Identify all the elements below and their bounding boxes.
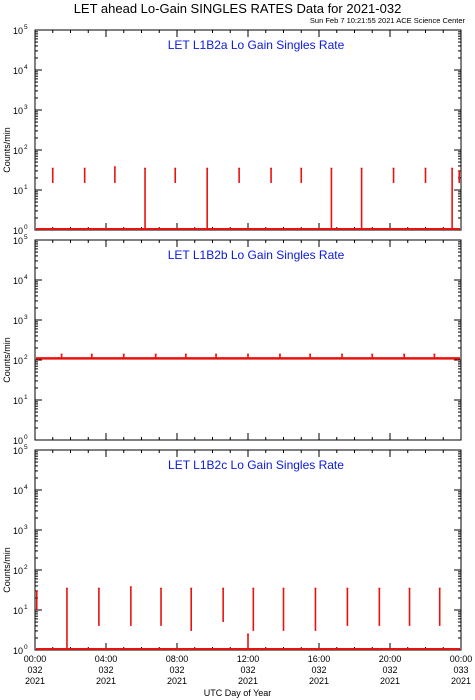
y-tick-label: 10 bbox=[13, 26, 23, 36]
x-tick-time: 00:00 bbox=[450, 654, 473, 664]
y-tick-exponent: 0 bbox=[24, 224, 28, 231]
y-tick-label: 10 bbox=[13, 276, 23, 286]
y-tick-exponent: 5 bbox=[24, 234, 28, 241]
y-tick-exponent: 4 bbox=[24, 274, 28, 281]
x-tick-doy: 032 bbox=[240, 665, 255, 675]
y-tick-label: 10 bbox=[13, 646, 23, 656]
y-tick-exponent: 1 bbox=[24, 394, 28, 401]
x-tick-doy: 032 bbox=[169, 665, 184, 675]
x-tick-year: 2021 bbox=[309, 676, 329, 686]
x-tick-year: 2021 bbox=[380, 676, 400, 686]
y-tick-label: 10 bbox=[13, 526, 23, 536]
panel-title: LET L1B2c Lo Gain Singles Rate bbox=[168, 458, 344, 472]
y-tick-exponent: 4 bbox=[24, 484, 28, 491]
x-tick-year: 2021 bbox=[451, 676, 471, 686]
y-tick-label: 10 bbox=[13, 446, 23, 456]
y-tick-label: 10 bbox=[13, 356, 23, 366]
y-axis-label: Counts/min bbox=[2, 547, 12, 593]
x-tick-time: 04:00 bbox=[95, 654, 118, 664]
panel-title: LET L1B2a Lo Gain Singles Rate bbox=[168, 38, 345, 52]
x-tick-year: 2021 bbox=[25, 676, 45, 686]
y-tick-exponent: 5 bbox=[24, 24, 28, 31]
y-tick-label: 10 bbox=[13, 186, 23, 196]
y-tick-label: 10 bbox=[13, 396, 23, 406]
x-tick-time: 20:00 bbox=[379, 654, 402, 664]
y-tick-exponent: 2 bbox=[24, 144, 28, 151]
x-tick-doy: 033 bbox=[453, 665, 468, 675]
y-tick-label: 10 bbox=[13, 316, 23, 326]
y-axis-label: Counts/min bbox=[2, 337, 12, 383]
plot-frame bbox=[34, 29, 462, 231]
x-tick-time: 00:00 bbox=[24, 654, 47, 664]
y-axis-label: Counts/min bbox=[2, 127, 12, 173]
y-tick-label: 10 bbox=[13, 436, 23, 446]
y-tick-exponent: 1 bbox=[24, 604, 28, 611]
y-tick-label: 10 bbox=[13, 66, 23, 76]
x-tick-time: 12:00 bbox=[237, 654, 260, 664]
x-tick-year: 2021 bbox=[167, 676, 187, 686]
y-tick-exponent: 4 bbox=[24, 64, 28, 71]
plot-frame bbox=[34, 239, 462, 441]
y-tick-exponent: 2 bbox=[24, 564, 28, 571]
y-tick-label: 10 bbox=[13, 606, 23, 616]
x-tick-year: 2021 bbox=[96, 676, 116, 686]
panel-title: LET L1B2b Lo Gain Singles Rate bbox=[168, 248, 345, 262]
y-tick-label: 10 bbox=[13, 486, 23, 496]
y-tick-label: 10 bbox=[13, 146, 23, 156]
timestamp: Sun Feb 7 10:21:55 2021 ACE Science Cent… bbox=[309, 16, 465, 25]
x-tick-doy: 032 bbox=[98, 665, 113, 675]
y-tick-exponent: 3 bbox=[24, 104, 28, 111]
y-tick-exponent: 1 bbox=[24, 184, 28, 191]
y-tick-exponent: 0 bbox=[24, 644, 28, 651]
y-tick-label: 10 bbox=[13, 106, 23, 116]
x-axis-label: UTC Day of Year bbox=[203, 688, 272, 698]
y-tick-label: 10 bbox=[13, 566, 23, 576]
x-tick-time: 08:00 bbox=[166, 654, 189, 664]
x-tick-doy: 032 bbox=[311, 665, 326, 675]
page-title: LET ahead Lo-Gain SINGLES RATES Data for… bbox=[73, 1, 402, 16]
x-tick-doy: 032 bbox=[27, 665, 42, 675]
x-tick-year: 2021 bbox=[238, 676, 258, 686]
y-tick-exponent: 0 bbox=[24, 434, 28, 441]
x-tick-time: 16:00 bbox=[308, 654, 331, 664]
y-tick-exponent: 5 bbox=[24, 444, 28, 451]
y-tick-label: 10 bbox=[13, 226, 23, 236]
y-tick-exponent: 3 bbox=[24, 314, 28, 321]
y-tick-exponent: 2 bbox=[24, 354, 28, 361]
y-tick-label: 10 bbox=[13, 236, 23, 246]
y-tick-exponent: 3 bbox=[24, 524, 28, 531]
x-tick-doy: 032 bbox=[382, 665, 397, 675]
